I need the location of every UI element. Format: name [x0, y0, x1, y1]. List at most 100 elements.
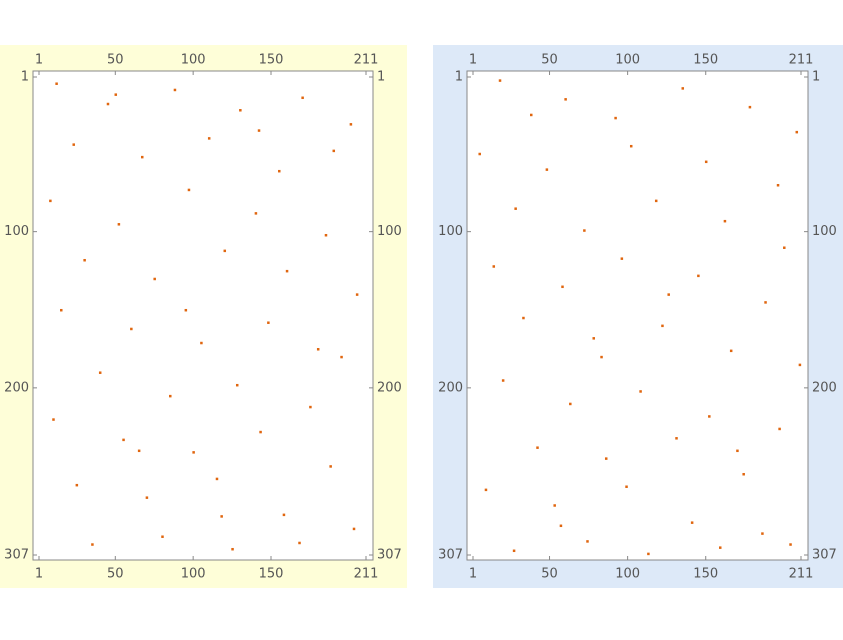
x-tick-label-top: 1 — [469, 53, 477, 68]
y-tick-label-right: 1 — [812, 70, 820, 85]
x-tick-label-top: 100 — [615, 53, 640, 68]
nonzero-cell — [278, 169, 281, 173]
nonzero-cell — [778, 427, 781, 431]
nonzero-cell — [192, 451, 195, 454]
nonzero-cell — [492, 265, 496, 268]
nonzero-cell — [600, 355, 603, 359]
nonzero-cell — [187, 188, 191, 192]
x-tick-label-top: 1 — [35, 53, 43, 68]
nonzero-cell — [661, 324, 664, 328]
nonzero-cell — [184, 308, 188, 312]
y-tick-label-right: 100 — [812, 224, 837, 239]
nonzero-cell — [49, 199, 52, 203]
nonzero-cell — [153, 277, 156, 281]
nonzero-cell — [309, 405, 312, 409]
nonzero-cell — [704, 160, 708, 164]
nonzero-cell — [484, 488, 488, 492]
nonzero-cell — [536, 446, 539, 449]
nonzero-cell — [764, 301, 767, 304]
nonzero-cell — [569, 402, 572, 406]
nonzero-cell — [329, 465, 332, 468]
nonzero-cell — [285, 269, 289, 273]
nonzero-cell — [316, 348, 320, 351]
nonzero-cell — [522, 316, 525, 320]
nonzero-cell — [301, 96, 304, 100]
nonzero-cell — [72, 143, 75, 146]
nonzero-cell — [614, 116, 617, 120]
nonzero-cell — [512, 549, 516, 553]
nonzero-cell — [783, 246, 786, 249]
x-tick-label-bottom: 50 — [107, 567, 124, 582]
nonzero-cell — [561, 285, 564, 289]
nonzero-cell — [553, 504, 556, 507]
nonzero-cell — [145, 496, 149, 499]
nonzero-cell — [235, 383, 239, 387]
y-tick-label-right: 307 — [377, 548, 402, 563]
nonzero-cell — [169, 394, 172, 398]
y-tick-label-left: 1 — [455, 70, 463, 85]
nonzero-cell — [789, 543, 792, 546]
nonzero-cell — [298, 541, 301, 545]
nonzero-cell — [355, 293, 359, 296]
nonzero-cell — [647, 552, 650, 556]
nonzero-cell — [690, 521, 694, 524]
x-tick-label-top: 100 — [181, 53, 206, 68]
x-tick-label-top: 150 — [259, 53, 284, 68]
nonzero-cell — [545, 168, 549, 171]
nonzero-cell — [173, 88, 177, 92]
nonzero-cell — [625, 485, 628, 488]
nonzero-cell — [60, 308, 63, 312]
y-tick-label-left: 100 — [4, 224, 29, 239]
nonzero-cell — [798, 363, 802, 367]
nonzero-cell — [239, 109, 242, 112]
nonzero-cell — [514, 207, 517, 210]
x-tick-label-bottom: 211 — [789, 567, 814, 582]
y-tick-label-right: 200 — [812, 380, 837, 395]
x-tick-label-top: 211 — [354, 53, 379, 68]
x-tick-label-bottom: 150 — [693, 567, 718, 582]
nonzero-cell — [681, 87, 685, 90]
x-tick-label-bottom: 1 — [469, 567, 477, 582]
matrix-frame — [466, 70, 809, 561]
nonzero-cell — [231, 547, 234, 551]
x-tick-label-top: 50 — [107, 53, 124, 68]
x-tick-label-bottom: 150 — [259, 567, 284, 582]
y-tick-label-right: 307 — [812, 548, 837, 563]
nonzero-cell — [223, 249, 227, 253]
nonzero-cell — [748, 105, 752, 109]
nonzero-cell — [220, 515, 223, 518]
nonzero-cell — [352, 527, 356, 531]
nonzero-cell — [697, 274, 700, 278]
nonzero-cell — [215, 477, 219, 481]
y-tick-label-right: 100 — [377, 224, 402, 239]
nonzero-cell — [52, 418, 55, 421]
nonzero-cell — [654, 199, 658, 203]
nonzero-cell — [83, 258, 86, 262]
nonzero-cell — [137, 449, 141, 453]
nonzero-cell — [117, 223, 121, 226]
nonzero-cell — [91, 543, 94, 546]
nonzero-cell — [282, 513, 286, 517]
nonzero-cell — [761, 532, 764, 535]
nonzero-cell — [604, 457, 608, 460]
y-tick-label-left: 100 — [438, 224, 463, 239]
x-tick-label-top: 150 — [693, 53, 718, 68]
nonzero-cell — [161, 535, 164, 538]
y-tick-label-left: 307 — [438, 548, 463, 563]
nonzero-cell — [564, 98, 567, 101]
y-tick-label-left: 307 — [4, 548, 29, 563]
nonzero-cell — [122, 438, 125, 442]
nonzero-cell — [719, 546, 722, 549]
y-tick-label-left: 200 — [4, 380, 29, 395]
y-tick-label-right: 200 — [377, 380, 402, 395]
nonzero-cell — [140, 155, 144, 159]
x-tick-label-bottom: 100 — [181, 567, 206, 582]
nonzero-cell — [620, 257, 624, 260]
y-tick-label-left: 1 — [21, 70, 29, 85]
nonzero-cell — [200, 341, 203, 345]
nonzero-cell — [729, 349, 733, 353]
nonzero-cell — [776, 184, 780, 187]
nonzero-cell — [259, 430, 262, 434]
nonzero-cell — [207, 137, 211, 140]
